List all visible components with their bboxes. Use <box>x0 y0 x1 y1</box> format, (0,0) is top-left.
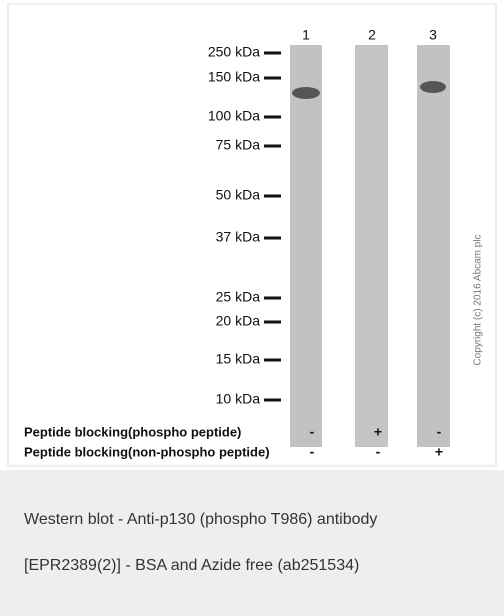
marker-label: 20 kDa <box>216 313 261 329</box>
marker-label: 50 kDa <box>216 187 261 203</box>
band <box>292 87 320 99</box>
sign: + <box>435 444 443 460</box>
sign: - <box>310 444 315 460</box>
lane-number: 3 <box>429 27 437 43</box>
lane <box>290 45 322 447</box>
row-label: Peptide blocking(non-phospho peptide) <box>24 444 270 459</box>
sign: + <box>374 424 382 440</box>
marker-label: 75 kDa <box>216 137 261 153</box>
marker-label: 25 kDa <box>216 289 261 305</box>
marker-label: 100 kDa <box>208 108 260 124</box>
lane-number: 1 <box>302 27 310 43</box>
page: Copyright (c) 2016 Abcam plc 1 2 3 250 kDa 1… <box>0 0 504 616</box>
marker-label: 250 kDa <box>208 44 260 60</box>
lane-number: 2 <box>368 27 376 43</box>
copyright: Copyright (c) 2016 Abcam plc <box>473 234 484 365</box>
caption-line: [EPR2389(2)] - BSA and Azide free (ab251… <box>24 556 480 576</box>
lane <box>417 45 450 447</box>
row-label: Peptide blocking(phospho peptide) <box>24 424 241 439</box>
caption: Western blot - Anti-p130 (phospho T986) … <box>0 470 504 616</box>
lane <box>355 45 388 447</box>
band <box>420 81 446 93</box>
sign: - <box>376 444 381 460</box>
sign: - <box>437 424 442 440</box>
blot-figure: Copyright (c) 2016 Abcam plc 1 2 3 250 kDa 1… <box>0 0 504 470</box>
marker-label: 15 kDa <box>216 351 261 367</box>
marker-label: 150 kDa <box>208 69 260 85</box>
sign: - <box>310 424 315 440</box>
caption-line: Western blot - Anti-p130 (phospho T986) … <box>24 510 480 530</box>
marker-label: 10 kDa <box>216 391 261 407</box>
marker-label: 37 kDa <box>216 229 261 245</box>
